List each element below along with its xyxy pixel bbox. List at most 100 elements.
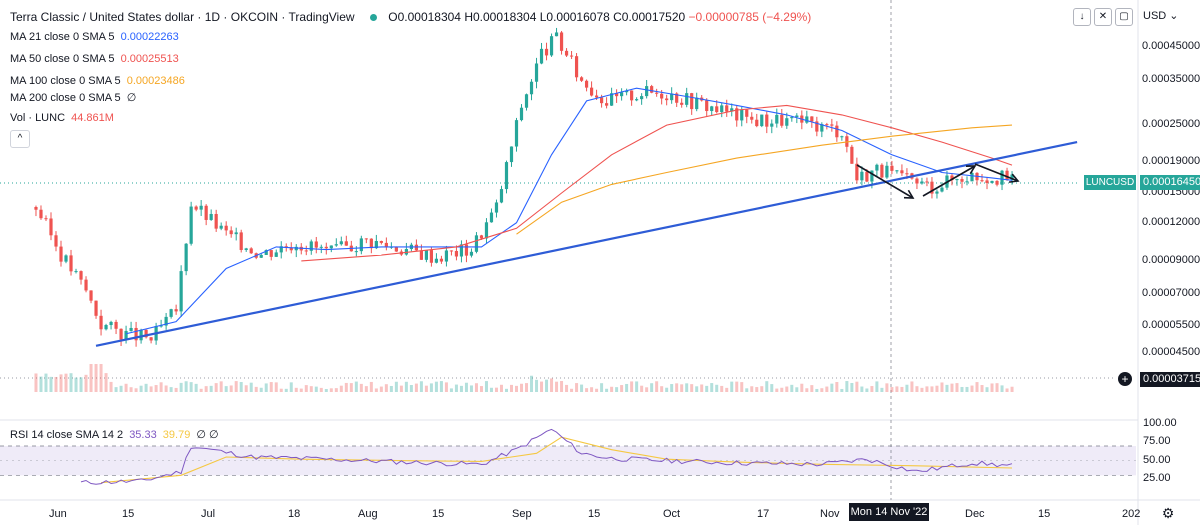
candle-body: [635, 99, 639, 101]
candle-body: [74, 271, 78, 273]
volume-bar: [254, 386, 258, 392]
rsi-legend[interactable]: RSI 14 close SMA 14 2 35.33 39.79 ∅ ∅: [10, 428, 219, 441]
volume-bar: [424, 385, 428, 392]
volume-bar: [915, 386, 919, 392]
volume-bar: [780, 387, 784, 392]
time-tick-label: Jul: [201, 508, 216, 520]
volume-bar: [820, 388, 824, 392]
volume-bar: [650, 383, 654, 392]
candle-body: [414, 244, 418, 251]
legend-volume[interactable]: Vol · LUNC 44.861M: [10, 111, 114, 125]
volume-bar: [139, 385, 143, 392]
volume-bar: [675, 383, 679, 392]
candle-body: [434, 258, 439, 263]
volume-bar: [124, 383, 128, 392]
volume-bar: [399, 385, 403, 392]
candle-body: [289, 247, 293, 251]
candle-body: [870, 170, 874, 182]
candle-body: [815, 121, 819, 132]
price-tick-label: 0.00019000: [1142, 154, 1200, 167]
maximize-icon[interactable]: ▢: [1115, 8, 1133, 26]
candle-body: [544, 48, 549, 56]
candle-body: [1000, 170, 1004, 185]
volume-bar: [880, 387, 884, 392]
candle-body: [129, 327, 133, 331]
volume-bar: [575, 383, 579, 392]
candle-body: [610, 93, 614, 106]
candle-body: [775, 114, 779, 124]
volume-bar: [860, 386, 864, 392]
volume-bar: [64, 373, 68, 392]
volume-bar: [479, 386, 483, 392]
candle-body: [234, 232, 238, 235]
candle-body: [279, 246, 283, 253]
volume-bar: [760, 386, 764, 392]
candle-body: [249, 248, 253, 254]
time-tick-label: Nov: [820, 508, 840, 520]
candle-body: [339, 241, 343, 245]
volume-bar: [414, 383, 418, 392]
volume-bar: [84, 374, 88, 392]
candle-body: [625, 90, 629, 93]
candle-body: [569, 55, 574, 57]
volume-bar: [935, 385, 939, 392]
collapse-legend-button[interactable]: ^: [10, 130, 30, 148]
volume-bar: [199, 388, 203, 392]
volume-bar: [289, 382, 293, 392]
volume-bar: [239, 382, 243, 392]
volume-bar: [119, 385, 123, 392]
candle-body: [930, 181, 934, 194]
candle-body: [715, 106, 719, 113]
candle-body: [660, 93, 664, 99]
candle-body: [259, 254, 263, 258]
rsi-legend-label: RSI 14 close SMA 14 2: [10, 429, 124, 441]
candle-body: [404, 249, 408, 255]
candle-body: [855, 163, 859, 181]
volume-bar: [354, 381, 358, 392]
candle-body: [880, 164, 884, 178]
candle-body: [344, 241, 348, 246]
volume-bar: [99, 364, 103, 392]
symbol-tag: LUNCUSD: [1084, 175, 1136, 190]
fullscreen-icon[interactable]: ✕: [1094, 8, 1112, 26]
candle-body: [985, 180, 989, 183]
volume-bar: [545, 379, 549, 392]
candle-body: [429, 250, 434, 263]
candle-body: [885, 165, 889, 178]
volume-bar: [670, 384, 674, 392]
candle-body: [905, 173, 909, 175]
volume-bar: [434, 381, 438, 392]
legend-ma50[interactable]: MA 50 close 0 SMA 5 0.00025513: [10, 52, 179, 66]
candle-body: [574, 56, 579, 78]
volume-bar: [299, 388, 303, 392]
time-tick-label: 18: [288, 508, 301, 520]
volume-bar: [700, 384, 704, 392]
candle-body: [1005, 170, 1009, 180]
volume-bar: [374, 388, 378, 392]
legend-ma100[interactable]: MA 100 close 0 SMA 5 0.00023486: [10, 74, 185, 88]
time-tick-label: 15: [432, 508, 445, 520]
volume-bar: [740, 382, 744, 392]
candle-body: [309, 241, 313, 251]
volume-bar: [54, 376, 58, 392]
volume-bar: [610, 386, 614, 392]
download-icon[interactable]: ↓: [1073, 8, 1091, 26]
volume-bar: [895, 386, 899, 392]
legend-ma200[interactable]: MA 200 close 0 SMA 5 ∅: [10, 91, 136, 105]
volume-bar: [359, 383, 363, 392]
volume-bar: [439, 381, 443, 392]
add-icon[interactable]: +: [1118, 372, 1132, 386]
candle-body: [875, 164, 879, 171]
candle-body: [655, 92, 659, 94]
gear-icon[interactable]: ⚙: [1161, 505, 1175, 521]
candle-body: [319, 246, 323, 248]
volume-bar: [404, 381, 408, 392]
candle-body: [965, 181, 969, 183]
legend-ma21[interactable]: MA 21 close 0 SMA 5 0.00022263: [10, 30, 179, 44]
currency-selector[interactable]: USD ⌄: [1143, 10, 1179, 22]
volume-bar: [184, 381, 188, 392]
candle-body: [820, 124, 824, 132]
candle-body: [695, 97, 699, 110]
rsi-tick-label: 50.00: [1143, 453, 1171, 466]
